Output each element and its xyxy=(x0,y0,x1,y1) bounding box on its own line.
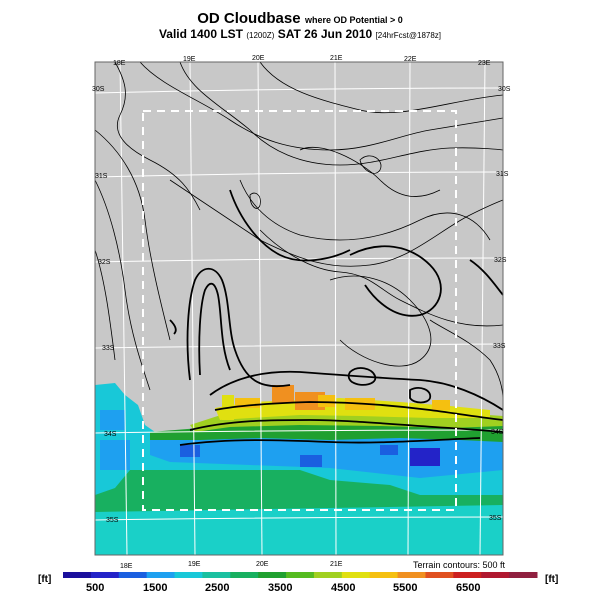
terrain-contours-bold xyxy=(169,189,504,446)
colorbar-swatch xyxy=(369,572,399,578)
lat-label-left: 32S xyxy=(98,259,111,266)
colorbar-tick-label: 1500 xyxy=(143,582,167,594)
lat-label-left: 31S xyxy=(95,173,108,180)
lat-label-right: 30S xyxy=(498,86,511,93)
lat-label-right: 32S xyxy=(494,257,507,264)
lon-label-top: 18E xyxy=(113,60,126,67)
colorbar-swatch xyxy=(397,572,426,578)
lon-label-bottom: 21E xyxy=(330,561,343,568)
colorbar-tick-label: 5500 xyxy=(393,582,417,594)
colorbar-unit-right: [ft] xyxy=(545,574,559,585)
colorbar-swatch xyxy=(63,572,92,578)
lon-label-top: 21E xyxy=(330,55,343,62)
map-title: OD Cloudbase xyxy=(197,10,301,27)
inner-domain-box xyxy=(142,110,457,511)
colorbar-swatch xyxy=(118,572,148,578)
valid-date: SAT 26 Jun 2010 xyxy=(277,27,373,41)
colorbar-swatch xyxy=(481,572,510,578)
lat-label-left: 35S xyxy=(106,517,119,524)
colorbar-swatch xyxy=(258,572,287,578)
colorbar-swatch xyxy=(174,572,203,578)
colorbar xyxy=(63,572,538,578)
lon-label-bottom: 19E xyxy=(188,561,201,568)
lat-label-right: 35S xyxy=(489,515,502,522)
colorbar-swatch xyxy=(313,572,343,578)
colorbar-swatch xyxy=(453,572,482,578)
lon-label-top: 20E xyxy=(252,55,265,62)
valid-prefix: Valid 1400 LST xyxy=(158,27,243,41)
colorbar-swatch xyxy=(146,572,176,578)
lat-label-left: 30S xyxy=(92,86,105,93)
colorbar-swatch xyxy=(509,572,538,578)
colorbar-swatch xyxy=(90,572,120,578)
colorbar-unit-left: [ft] xyxy=(38,574,52,585)
colorbar-tick-label: 6500 xyxy=(456,582,480,594)
terrain-contours xyxy=(94,61,504,401)
forecast-info: [24hrFcst@1878z] xyxy=(375,31,442,40)
cloudbase-field xyxy=(95,383,503,555)
lon-label-top: 23E xyxy=(478,60,491,67)
lat-label-right: 31S xyxy=(496,171,509,178)
lat-label-right: 33S xyxy=(493,343,506,350)
terrain-contour-note: Terrain contours: 500 ft xyxy=(412,560,505,570)
colorbar-labels: 500 1500 2500 3500 4500 5500 6500 xyxy=(86,582,480,594)
colorbar-tick-label: 2500 xyxy=(205,582,229,594)
lon-label-top: 19E xyxy=(183,56,196,63)
colorbar-tick-label: 4500 xyxy=(331,582,355,594)
colorbar-tick-label: 500 xyxy=(86,582,104,594)
valid-time-line: Valid 1400 LST (1200Z) SAT 26 Jun 2010 [… xyxy=(0,27,600,41)
colorbar-swatch xyxy=(202,572,231,578)
lon-label-top: 22E xyxy=(404,56,417,63)
lat-label-left: 34S xyxy=(104,431,117,438)
lon-label-bottom: 20E xyxy=(256,561,269,568)
map-subtitle: where OD Potential > 0 xyxy=(305,15,403,25)
colorbar-swatch xyxy=(341,572,371,578)
lat-label-left: 33S xyxy=(102,345,115,352)
map-frame xyxy=(94,61,504,556)
colorbar-swatch xyxy=(230,572,259,578)
colorbar-swatch xyxy=(425,572,454,578)
lat-label-right: 34S xyxy=(491,429,504,436)
title-line: OD Cloudbase where OD Potential > 0 xyxy=(0,10,600,28)
colorbar-tick-label: 3500 xyxy=(268,582,292,594)
colorbar-swatch xyxy=(286,572,315,578)
valid-utc: (1200Z) xyxy=(246,31,275,40)
lat-lon-grid xyxy=(94,61,504,556)
lon-label-bottom: 18E xyxy=(120,563,133,570)
